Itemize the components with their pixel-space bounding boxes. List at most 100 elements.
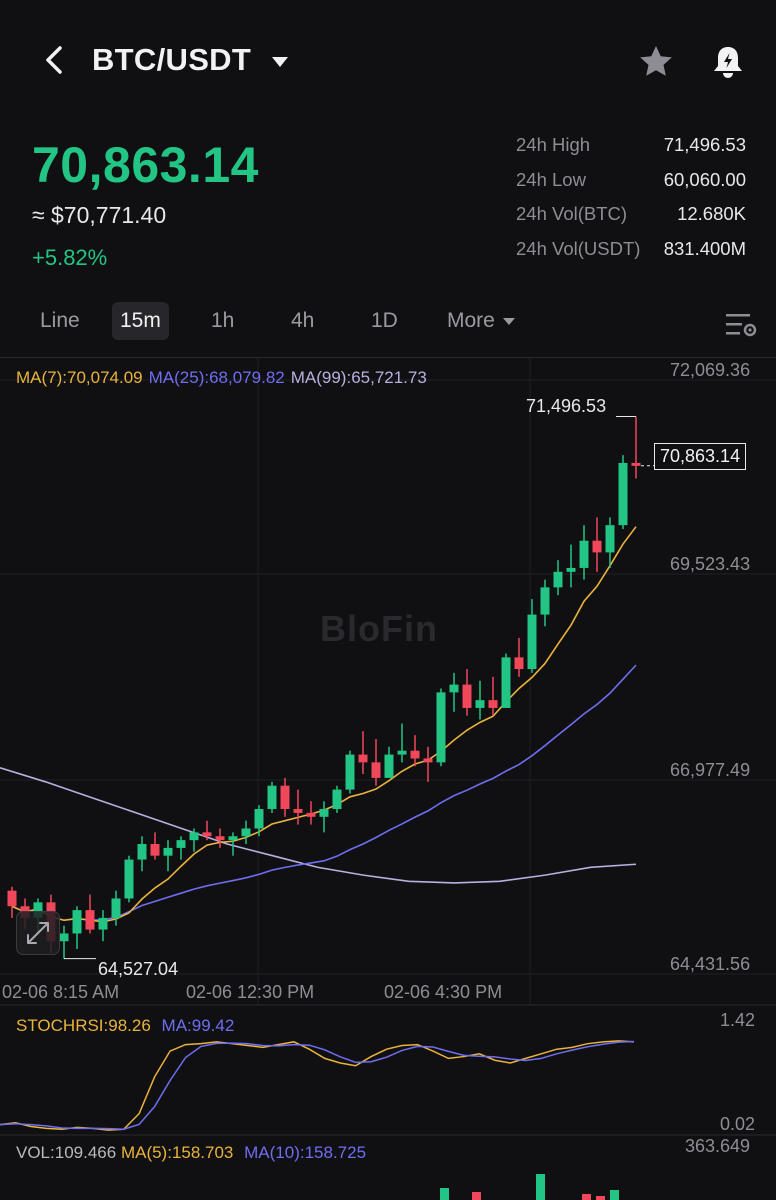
pair-dropdown-caret-down-icon[interactable]: [272, 57, 288, 67]
candle-body: [137, 844, 147, 860]
ma99-line: [0, 767, 637, 884]
stat-row-24h-vol-usdt: 24h Vol(USDT) 831.400M: [516, 238, 746, 273]
candle-body: [176, 840, 186, 848]
ma7-line-path: [11, 526, 637, 923]
caret-down-icon: [502, 317, 515, 325]
candle-body: [488, 700, 498, 708]
candle-body: [553, 571, 563, 588]
candle-body: [345, 754, 355, 790]
stat-label: 24h Vol(USDT): [516, 237, 641, 259]
candle-body: [332, 789, 342, 810]
candle-body: [631, 462, 641, 466]
candle-body: [72, 910, 82, 934]
stat-row-24h-high: 24h High 71,496.53: [516, 134, 746, 169]
x-tick: 02-06 8:15 AM: [2, 982, 120, 1002]
tab-more-label: More: [447, 309, 495, 332]
candle-body: [501, 657, 511, 708]
interval-tabs: Line 15m 1h 4h 1D More: [0, 302, 776, 348]
candle-body: [514, 657, 524, 670]
y-tick: 64,431.56: [670, 954, 751, 974]
stat-row-24h-low: 24h Low 60,060.00: [516, 169, 746, 204]
volume-bar: [536, 1174, 545, 1200]
tab-15m[interactable]: 15m: [112, 302, 169, 340]
ma25-label: MA(25):68,079.82: [148, 368, 285, 387]
stochrsi-ma-label: MA:99.42: [161, 1016, 235, 1035]
low-marker-label: 64,527.04: [98, 959, 179, 979]
ma99-line-path: [0, 767, 637, 884]
candle-body: [228, 836, 238, 841]
watermark-logo: BloFin: [320, 608, 438, 649]
candle-body: [436, 692, 446, 763]
stat-row-24h-vol-btc: 24h Vol(BTC) 12.680K: [516, 203, 746, 238]
candle-body: [124, 859, 134, 899]
divider: [0, 357, 776, 358]
stochrsi-panel: [0, 1040, 635, 1131]
tab-4h[interactable]: 4h: [291, 309, 315, 332]
candle-body: [527, 614, 537, 670]
candle-body: [98, 917, 108, 930]
candle-body: [449, 684, 459, 693]
pair-title[interactable]: BTC/USDT: [92, 42, 252, 77]
candle-body: [397, 750, 407, 755]
candle-body: [410, 750, 420, 759]
candle-body: [319, 809, 329, 817]
fullscreen-expand-icon[interactable]: [16, 911, 60, 955]
current-price-tag: 70,863.14: [654, 443, 747, 470]
candle-body: [371, 762, 381, 778]
ma99-label: MA(99):65,721.73: [290, 368, 427, 387]
volume-bar: [610, 1190, 619, 1200]
y-tick: 66,977.49: [670, 760, 751, 780]
tab-1d[interactable]: 1D: [371, 309, 398, 332]
candle-body: [33, 902, 43, 918]
price-alert-bell-icon[interactable]: [708, 42, 748, 82]
candle-body: [241, 828, 251, 837]
x-tick: 02-06 4:30 PM: [384, 982, 503, 1002]
stochrsi-ma-line: [0, 1040, 635, 1130]
candle-body: [579, 540, 589, 568]
stochrsi-top: 1.42: [720, 1010, 756, 1030]
candle-body: [462, 684, 472, 708]
y-tick: 69,523.43: [670, 554, 751, 574]
candle-body: [85, 910, 95, 930]
tab-1h[interactable]: 1h: [211, 309, 235, 332]
candles: [7, 416, 641, 959]
candle-body: [254, 809, 264, 829]
volume-panel: [440, 1174, 619, 1200]
back-chevron-left-icon[interactable]: [36, 40, 76, 80]
volume-bar: [582, 1194, 591, 1200]
ma7-label: MA(7):70,074.09: [16, 368, 143, 387]
candle-body: [202, 832, 212, 837]
candle-body: [358, 754, 368, 763]
chart-settings-icon[interactable]: [724, 310, 758, 340]
candle-body: [618, 462, 628, 526]
candle-body: [280, 785, 290, 810]
y-tick: 72,069.36: [670, 360, 751, 380]
volume-label: VOL:109.466: [16, 1143, 117, 1162]
stat-label: 24h Vol(BTC): [516, 203, 628, 224]
tab-more[interactable]: More: [439, 302, 523, 340]
candle-body: [384, 754, 394, 778]
candlestick-chart[interactable]: [0, 358, 776, 1200]
high-low-markers: [64, 416, 654, 960]
ma25-line-path: [11, 664, 637, 922]
favorite-star-icon[interactable]: [636, 42, 676, 82]
app-header: BTC/USDT: [0, 0, 776, 120]
stat-value: 12.680K: [677, 203, 746, 224]
candle-body: [293, 809, 303, 813]
stochrsi-label: STOCHRSI:98.26: [16, 1016, 151, 1035]
candle-body: [267, 785, 277, 810]
stats-panel: 24h High 71,496.53 24h Low 60,060.00 24h…: [516, 134, 746, 272]
volume-bar: [596, 1196, 605, 1200]
stat-value: 60,060.00: [663, 168, 746, 190]
ma-legend: MA(7):70,074.09 MA(25):68,079.82 MA(99):65…: [16, 368, 427, 388]
ma25-line: [11, 664, 637, 922]
high-marker-label: 71,496.53: [526, 396, 607, 416]
candle-body: [111, 898, 121, 918]
volume-bar: [440, 1188, 449, 1200]
candle-body: [605, 525, 615, 553]
stat-label: 24h Low: [516, 168, 586, 190]
candle-body: [475, 700, 485, 708]
tab-line[interactable]: Line: [40, 309, 80, 332]
stat-label: 24h High: [516, 134, 591, 155]
change-percent: +5.82%: [32, 245, 108, 270]
